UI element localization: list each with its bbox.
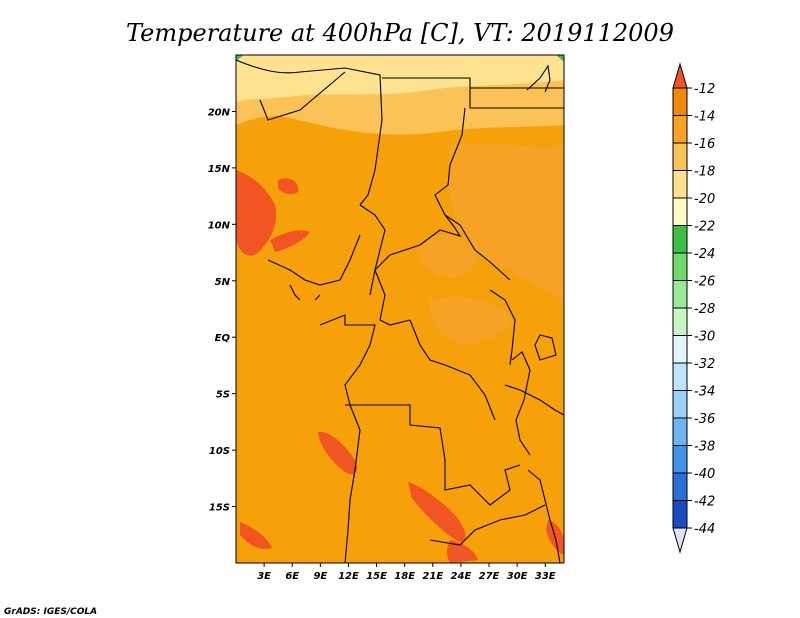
temperature-region-minus16-east: [448, 143, 564, 300]
colorbar-swatch: [672, 252, 688, 281]
colorbar-swatch: [672, 335, 688, 364]
temperature-region-minus14-southwest: [240, 522, 272, 550]
temperature-region-minus14-zambia: [408, 482, 466, 542]
colorbar-label: -24: [694, 247, 715, 262]
map-panel: [235, 54, 565, 564]
x-tick-label: 33E: [535, 571, 556, 582]
colorbar-label: -12: [694, 82, 715, 97]
colorbar-label: -32: [694, 357, 715, 372]
x-tick-label: 9E: [313, 571, 327, 582]
colorbar-swatch: [672, 87, 688, 116]
temperature-region-minus14-south: [447, 540, 478, 563]
colorbar-swatch: [672, 472, 688, 501]
colorbar-swatch: [672, 362, 688, 391]
colorbar-label: -20: [694, 192, 715, 207]
colorbar-swatch: [672, 390, 688, 419]
colorbar-swatch: [672, 142, 688, 171]
x-tick-label: 21E: [422, 571, 443, 582]
temperature-region-minus22-ne: [556, 55, 564, 62]
colorbar-swatch: [672, 280, 688, 309]
y-tick-label: 20N: [208, 107, 231, 118]
colorbar-label: -18: [694, 165, 715, 180]
colorbar-label: -36: [694, 412, 715, 427]
y-axis: 20N 15N 10N 5N EQ 5S 10S 15S: [208, 107, 236, 514]
colorbar-label: -42: [694, 495, 715, 510]
colorbar-label: -28: [694, 302, 715, 317]
colorbar-label: -40: [694, 467, 715, 482]
colorbar-label: -16: [694, 137, 715, 152]
temperature-region-minus22-nw: [236, 55, 244, 61]
colorbar-label: -44: [694, 522, 715, 537]
colorbar-swatch: [672, 225, 688, 254]
colorbar-top-arrow: [672, 62, 688, 89]
map-frame: [235, 54, 565, 564]
x-tick-label: 15E: [366, 571, 387, 582]
colorbar-bottom-arrow: [672, 527, 688, 554]
country-borders: [236, 59, 564, 563]
colorbar-swatch: [672, 115, 688, 144]
x-tick-label: 3E: [257, 571, 271, 582]
x-tick-label: 12E: [338, 571, 359, 582]
colorbar-swatch: [672, 417, 688, 446]
colorbar-swatch: [672, 500, 688, 529]
colorbar-label: -38: [694, 440, 715, 455]
y-tick-label: 10S: [209, 446, 230, 457]
y-tick-label: EQ: [215, 333, 231, 344]
x-tick-label: 24E: [451, 571, 472, 582]
colorbar-label: -30: [694, 330, 715, 345]
y-tick-label: 15S: [209, 503, 230, 514]
y-tick-label: 5S: [216, 390, 230, 401]
colorbar-swatch: [672, 197, 688, 226]
temperature-region-minus16-basin: [429, 296, 512, 345]
temperature-region-minus14-angola: [318, 431, 357, 475]
colorbar-swatch: [672, 170, 688, 199]
chart-title: Temperature at 400hPa [C], VT: 201911200…: [126, 19, 674, 47]
y-tick-label: 10N: [208, 220, 231, 231]
x-axis: 3E 6E 9E 12E 15E 18E 21E 24E 27E 30E 33E: [257, 563, 556, 582]
colorbar: -12 -14 -16 -18 -20 -22 -24 -26 -28 -30 -32 -34 -36 -…: [672, 62, 715, 554]
colorbar-label: -22: [694, 220, 715, 235]
y-tick-label: 5N: [215, 277, 231, 288]
x-tick-label: 27E: [479, 571, 500, 582]
temperature-region-minus14-west: [236, 170, 277, 256]
temperature-region-minus14-coast: [270, 230, 310, 252]
x-tick-label: 30E: [507, 571, 528, 582]
colorbar-swatch: [672, 307, 688, 336]
colorbar-swatch: [672, 445, 688, 474]
colorbar-label: -14: [694, 110, 715, 125]
colorbar-label: -26: [694, 275, 715, 290]
colorbar-label: -34: [694, 385, 715, 400]
grads-credit: GrADS: IGES/COLA: [4, 607, 97, 617]
temperature-region-minus16-central: [420, 235, 477, 279]
temperature-region-minus14-sahel: [278, 178, 299, 195]
x-tick-label: 18E: [394, 571, 415, 582]
y-tick-label: 15N: [208, 164, 231, 175]
x-tick-label: 6E: [285, 571, 299, 582]
